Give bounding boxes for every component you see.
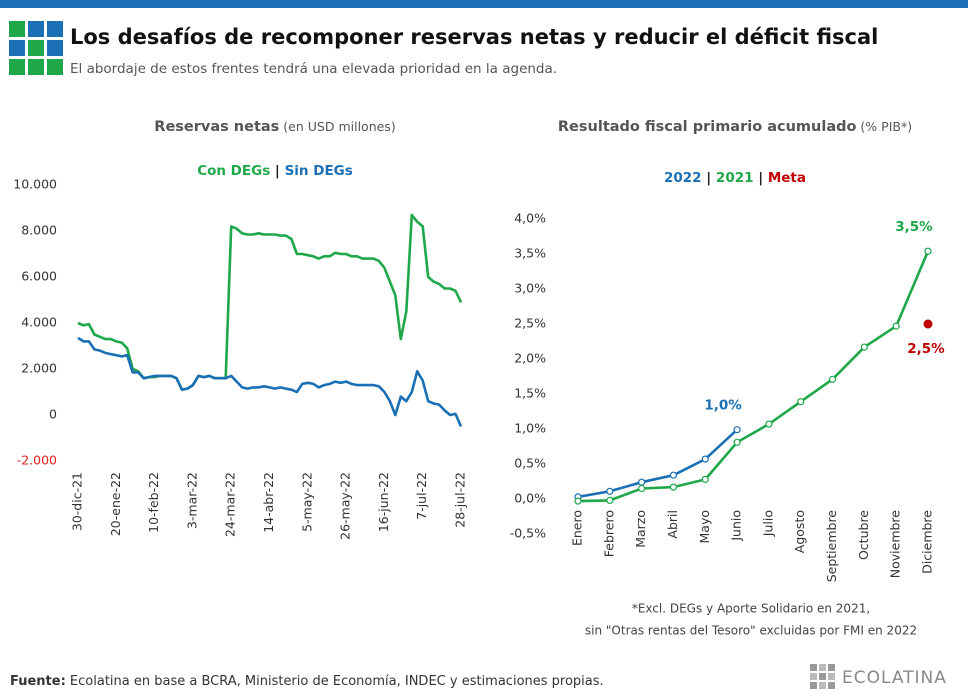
y-tick-label: 0 (49, 407, 57, 422)
x-tick-label: Noviembre (888, 510, 903, 579)
x-tick-label: Mayo (697, 510, 712, 544)
legend: Con DEGs | Sin DEGs (197, 163, 353, 179)
point (606, 496, 614, 504)
x-tick-label: 24-mar-22 (223, 472, 238, 537)
series-line (577, 428, 738, 499)
series-line (577, 250, 930, 503)
series-line (77, 213, 463, 391)
x-tick-label: 10-feb-22 (146, 472, 161, 533)
legend-separator: | (702, 170, 716, 186)
x-tick-label: 26-may-22 (338, 472, 353, 540)
data-label: 3,5% (895, 219, 933, 235)
source-text: Ecolatina en base a BCRA, Ministerio de … (66, 674, 604, 689)
chart-title-unit: (en USD millones) (279, 119, 395, 134)
chart-title-main: Resultado fiscal primario acumulado (558, 119, 857, 135)
point (638, 484, 646, 493)
legend: 2022 | 2021 | Meta (664, 170, 806, 186)
point (669, 471, 678, 479)
y-tick-label: 8.000 (21, 223, 57, 238)
chart-title-unit: (% PIB*) (856, 119, 912, 134)
x-tick-label: Septiembre (824, 510, 839, 583)
page-subtitle: El abordaje de estos frentes tendrá una … (70, 61, 557, 77)
x-tick-label: Febrero (601, 510, 616, 557)
y-tick-label: 1,5% (514, 386, 546, 401)
legend-entry: 2022 (664, 170, 702, 186)
y-tick-label: 2,5% (514, 316, 546, 331)
target-point (923, 319, 933, 329)
point (924, 247, 932, 255)
y-tick-label: 0,5% (514, 456, 546, 471)
chart-title: Resultado fiscal primario acumulado (% P… (558, 119, 912, 136)
y-tick-label: 0,0% (514, 491, 546, 506)
point (733, 438, 741, 446)
x-tick-label: Agosto (792, 510, 807, 553)
point (733, 426, 741, 434)
chart-title: Reservas netas (en USD millones) (154, 119, 395, 136)
y-tick-label: 3,5% (514, 246, 546, 261)
x-tick-label: 20-ene-22 (108, 472, 123, 536)
legend-separator: | (754, 170, 768, 186)
logo-text: ECOLATINA (842, 668, 947, 688)
point (574, 497, 582, 505)
x-tick-label: Julio (760, 510, 775, 537)
data-label: 2,5% (907, 341, 945, 357)
point (797, 398, 805, 406)
x-tick-label: 3-mar-22 (184, 472, 199, 529)
y-tick-label: 1,0% (514, 421, 546, 436)
point (638, 478, 646, 486)
y-tick-label: 3,0% (514, 281, 546, 296)
x-tick-label: 7-jul-22 (414, 472, 429, 520)
y-tick-label: 10.000 (13, 177, 57, 192)
point (828, 375, 837, 383)
y-tick-label: 6.000 (21, 269, 57, 284)
point (892, 322, 900, 330)
x-tick-label: Junio (729, 510, 744, 542)
x-tick-label: 5-may-22 (299, 472, 314, 532)
point (860, 343, 868, 351)
x-tick-label: 28-jul-22 (453, 472, 468, 528)
series-line (77, 336, 463, 428)
legend-entry: Con DEGs (197, 163, 270, 179)
x-tick-label: Abril (665, 510, 680, 539)
y-tick-label: 2.000 (21, 361, 57, 376)
footer-logo (810, 664, 835, 689)
footnote: *Excl. DEGs y Aporte Solidario en 2021, (632, 602, 870, 616)
data-label: 1,0% (704, 398, 742, 414)
point (701, 455, 709, 463)
legend-entry: Meta (768, 170, 806, 186)
point (606, 487, 614, 495)
x-tick-label: Diciembre (920, 510, 935, 574)
x-tick-label: 30-dic-21 (70, 472, 85, 531)
x-tick-label: Enero (570, 510, 585, 546)
y-tick-label: 2,0% (514, 351, 546, 366)
x-tick-label: Marzo (633, 510, 648, 548)
y-tick-label: -2.000 (17, 453, 57, 468)
legend-separator: | (270, 163, 284, 179)
point (701, 475, 709, 483)
legend-entry: 2021 (716, 170, 754, 186)
top-bar (0, 0, 968, 8)
footnote: sin "Otras rentas del Tesoro" excluidas … (585, 624, 917, 638)
page-title: Los desafíos de recomponer reservas neta… (70, 25, 878, 49)
logo-squares (9, 21, 63, 75)
y-tick-label: 4.000 (21, 315, 57, 330)
y-tick-label: 4,0% (514, 211, 546, 226)
legend-entry: Sin DEGs (285, 163, 353, 179)
point (669, 483, 678, 491)
x-tick-label: 14-abr-22 (261, 472, 276, 533)
source-label: Fuente: (10, 674, 66, 689)
x-tick-label: 16-jun-22 (376, 472, 391, 532)
y-tick-label: -0,5% (510, 526, 546, 541)
x-tick-label: Octubre (856, 510, 871, 560)
source: Fuente: Ecolatina en base a BCRA, Minist… (10, 674, 604, 689)
chart-title-main: Reservas netas (154, 119, 279, 135)
point (765, 420, 773, 428)
